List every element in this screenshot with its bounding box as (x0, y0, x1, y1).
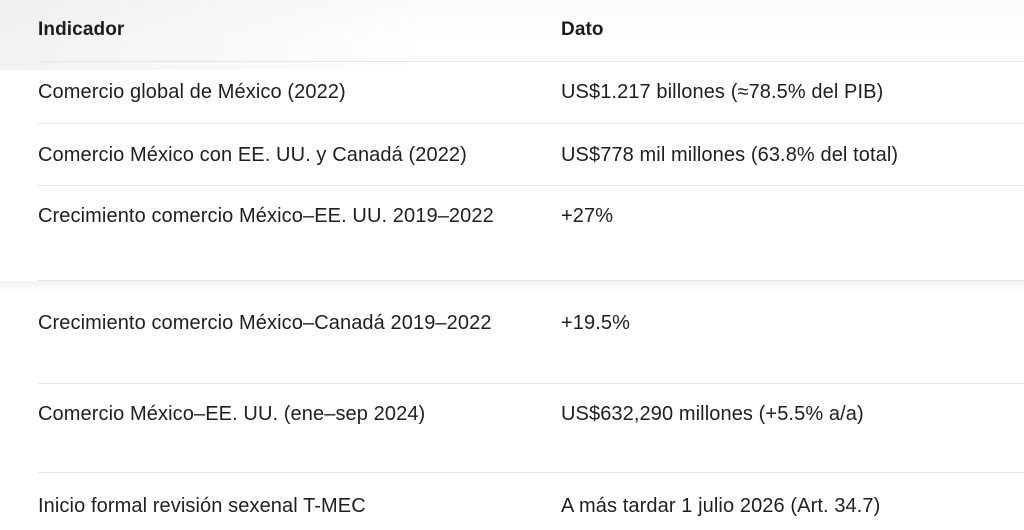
row-indicator: Comercio global de México (2022) (38, 81, 346, 103)
table-header-row: Indicador Dato (38, 0, 1024, 62)
row-indicator: Inicio formal revisión sexenal T-MEC (38, 495, 366, 517)
table-row: Comercio México con EE. UU. y Canadá (20… (38, 124, 1024, 186)
row-value: US$1.217 billones (≈78.5% del PIB) (561, 81, 884, 103)
table-row: Crecimiento comercio México–Canadá 2019–… (38, 294, 1024, 384)
row-value: +27% (561, 205, 614, 227)
table-row: Crecimiento comercio México–EE. UU. 2019… (38, 186, 1024, 281)
table-row: Comercio global de México (2022) US$1.21… (38, 62, 1024, 124)
row-indicator: Comercio México–EE. UU. (ene–sep 2024) (38, 403, 426, 425)
header-dato: Dato (561, 19, 604, 40)
row-indicator: Crecimiento comercio México–Canadá 2019–… (38, 312, 492, 334)
row-value: A más tardar 1 julio 2026 (Art. 34.7) (561, 495, 881, 517)
row-value: US$778 mil millones (63.8% del total) (561, 144, 899, 166)
table-row: Inicio formal revisión sexenal T-MEC A m… (38, 473, 1024, 530)
table-row: Comercio México–EE. UU. (ene–sep 2024) U… (38, 384, 1024, 473)
section-gap (0, 281, 1024, 294)
header-indicador: Indicador (38, 19, 125, 40)
row-indicator: Comercio México con EE. UU. y Canadá (20… (38, 144, 467, 166)
row-value: +19.5% (561, 312, 630, 334)
row-value: US$632,290 millones (+5.5% a/a) (561, 403, 864, 425)
row-indicator: Crecimiento comercio México–EE. UU. 2019… (38, 205, 494, 227)
